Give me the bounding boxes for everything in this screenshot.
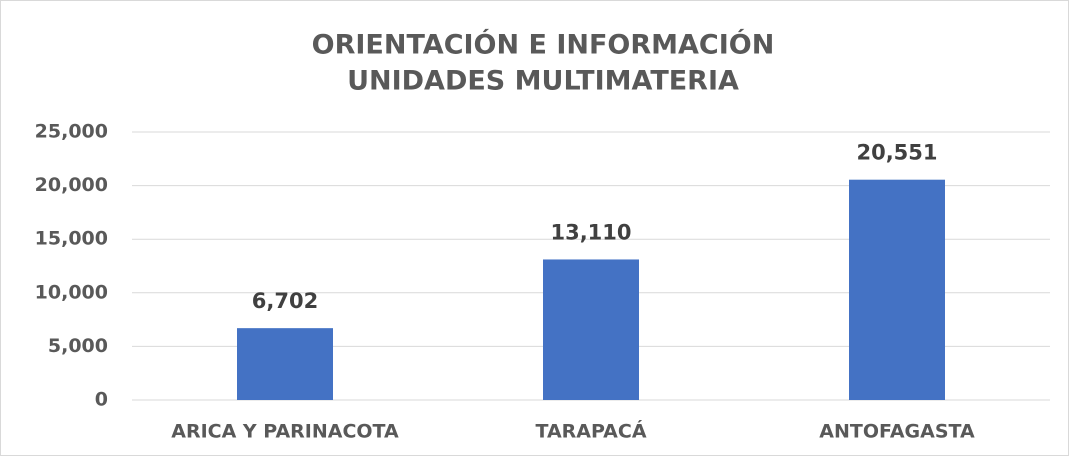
x-tick-label: TARAPACÁ	[535, 420, 646, 443]
bar	[237, 328, 333, 400]
bar	[849, 179, 945, 400]
x-tick-label: ARICA Y PARINACOTA	[171, 421, 399, 443]
y-tick-label: 0	[95, 389, 108, 411]
data-label: 20,551	[856, 141, 937, 165]
chart-title: UNIDADES MULTIMATERIA	[347, 66, 739, 97]
y-tick-label: 15,000	[35, 228, 108, 250]
y-tick-label: 25,000	[35, 121, 108, 143]
data-label: 13,110	[550, 220, 631, 244]
y-tick-label: 5,000	[48, 335, 108, 357]
chart-title: ORIENTACIÓN E INFORMACIÓN	[312, 29, 775, 61]
x-tick-label: ANTOFAGASTA	[819, 421, 975, 443]
y-tick-label: 20,000	[35, 174, 108, 196]
y-tick-label: 10,000	[35, 281, 108, 303]
bar	[543, 259, 639, 400]
data-label: 6,702	[252, 289, 318, 313]
